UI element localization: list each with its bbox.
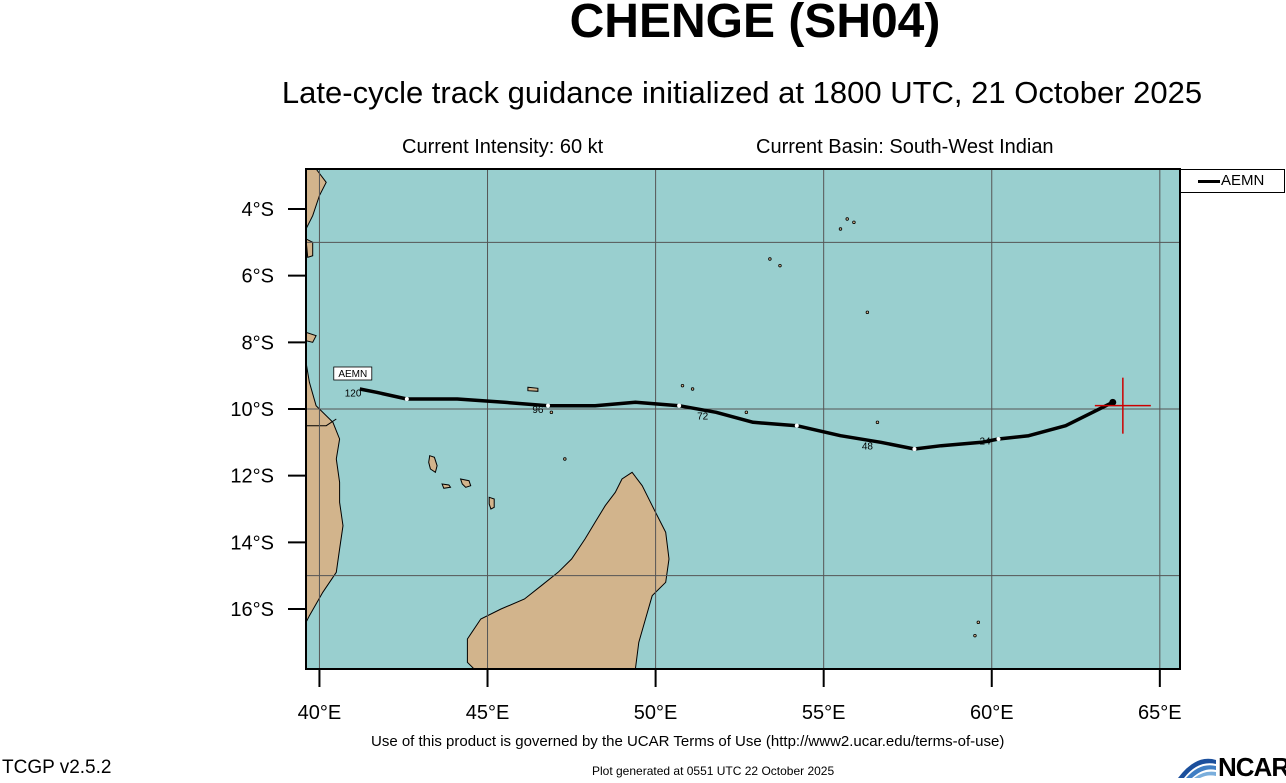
track-end-label-box — [333, 366, 373, 381]
track-end-label: AEMN — [338, 369, 367, 380]
y-tick-label: 16°S — [230, 599, 274, 621]
mayotte — [488, 496, 495, 510]
islet — [778, 263, 782, 268]
forecast-hour-label: 120 — [345, 388, 362, 399]
ncar-logo-text: NCAR — [1218, 752, 1286, 782]
zanzibar — [296, 266, 304, 289]
y-tick-label: 12°S — [230, 466, 274, 488]
islet — [768, 257, 772, 261]
islet — [845, 217, 849, 221]
pemba — [306, 238, 314, 258]
islet — [973, 633, 977, 638]
grid-lines — [306, 169, 1180, 669]
grande-comore — [428, 455, 438, 474]
mafia — [306, 331, 317, 343]
islet — [680, 383, 685, 388]
islet — [875, 420, 880, 425]
storm-title: CHENGE (SH04) — [569, 0, 941, 48]
guidance-subtitle: Late-cycle track guidance initialized at… — [281, 75, 1203, 110]
axes: 40°E 45°E 50°E 55°E 60°E 65°E 4°S 6°S 8°S 10°S 12°… — [230, 199, 1181, 724]
legend-line-swatch — [1198, 180, 1220, 183]
legend-label: AEMN — [1221, 172, 1265, 189]
y-tick-label: 6°S — [242, 266, 274, 288]
track-point — [404, 397, 409, 401]
terms-of-use: Use of this product is governed by the U… — [371, 733, 1005, 750]
y-tick-label: 10°S — [230, 399, 274, 421]
track-point — [996, 437, 1001, 441]
y-tick-label: 4°S — [242, 199, 274, 221]
y-tick-label: 14°S — [230, 532, 274, 554]
islet — [865, 310, 870, 315]
version-label: TCGP v2.5.2 — [2, 757, 112, 778]
legend: AEMN — [1180, 169, 1285, 193]
islet — [549, 410, 554, 415]
track-point — [546, 403, 551, 408]
islet — [744, 410, 749, 415]
current-intensity: Current Intensity: 60 kt — [402, 136, 604, 158]
track-point — [794, 423, 799, 428]
forecast-hour-label: 96 — [532, 405, 544, 416]
forecast-hour-label: 72 — [697, 412, 709, 423]
x-tick-label: 40°E — [298, 702, 342, 724]
islet — [563, 457, 567, 461]
track-line-aemn — [359, 387, 1114, 451]
x-tick-label: 55°E — [802, 702, 846, 724]
islet — [690, 387, 695, 391]
land-layer — [296, 169, 670, 669]
madagascar — [466, 471, 670, 669]
x-tick-label: 65°E — [1138, 702, 1182, 724]
forecast-hour-label: 48 — [862, 442, 874, 453]
x-tick-label: 45°E — [466, 702, 510, 724]
track-layer: 24 48 72 96 120 AEMN — [333, 366, 1151, 453]
track-point — [677, 403, 682, 408]
map-frame — [305, 168, 1181, 670]
track-point — [912, 447, 917, 451]
anjouan — [459, 478, 472, 488]
small-islands — [549, 217, 981, 638]
x-tick-label: 60°E — [970, 702, 1014, 724]
moheli — [441, 483, 452, 489]
islet — [852, 220, 856, 225]
y-tick-label: 8°S — [242, 332, 274, 354]
africa-coast — [306, 169, 344, 624]
x-tick-label: 50°E — [634, 702, 678, 724]
ncar-logo-icon — [1178, 758, 1216, 778]
tanzania-border — [306, 418, 337, 427]
current-basin: Current Basin: South-West Indian — [756, 136, 1054, 158]
islet — [838, 227, 843, 231]
track-start-point — [1109, 398, 1117, 406]
islet — [976, 620, 981, 625]
generated-timestamp: Plot generated at 0551 UTC 22 October 20… — [592, 764, 835, 778]
aldabra — [527, 386, 539, 392]
forecast-hour-label: 24 — [979, 437, 991, 448]
